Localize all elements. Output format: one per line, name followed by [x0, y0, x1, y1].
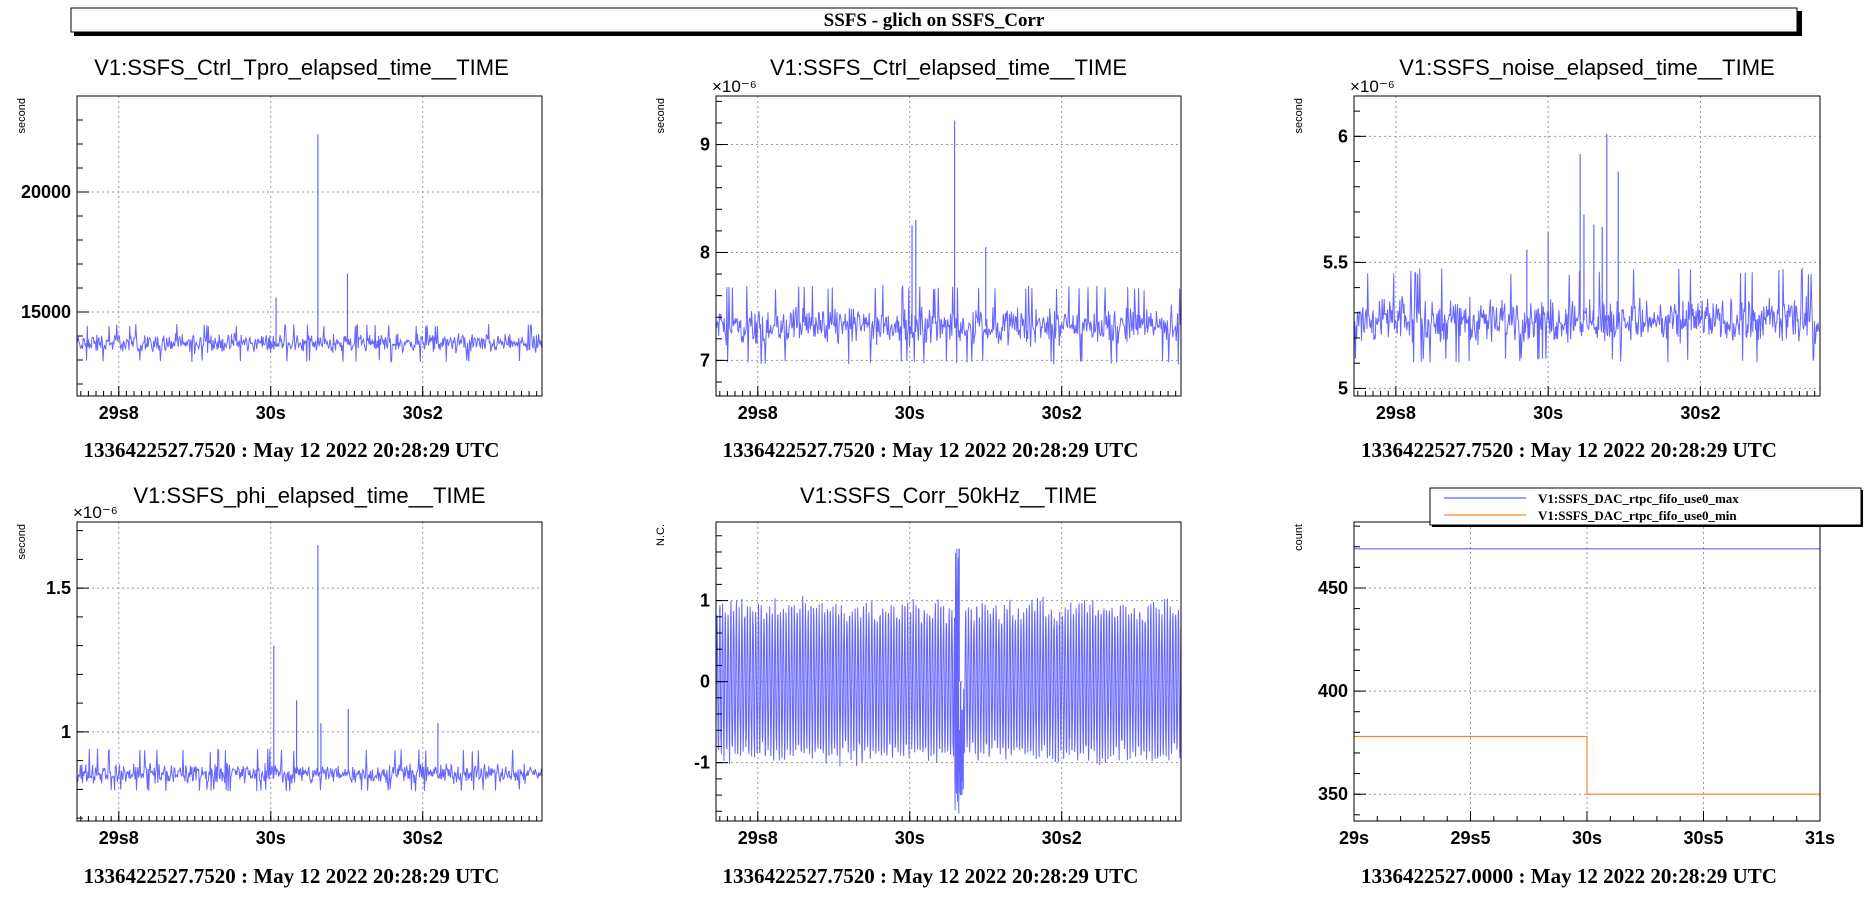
plot-frame	[715, 521, 1182, 822]
x-tick-label: 30s5	[1683, 828, 1723, 848]
timestamp-footer: 1336422527.0000 : May 12 2022 20:28:29 U…	[1361, 864, 1777, 888]
chart-panel-5: V1:SSFS_Corr_50kHz__TIME N.C. 29s8 30s 30s2 -…	[655, 483, 1182, 888]
y-tick-label: 6	[1338, 126, 1348, 146]
legend: V1:SSFS_DAC_rtpc_fifo_use0_max V1:SSFS_DA…	[1429, 487, 1863, 527]
y-tick-label: 1	[700, 591, 710, 611]
y-axis-label: second	[16, 524, 28, 559]
y-axis-label: N.C.	[655, 524, 667, 546]
x-tick-label: 30s2	[403, 828, 443, 848]
panels-group: V1:SSFS_Ctrl_Tpro_elapsed_time__TIMEseco…	[16, 55, 1863, 888]
y-tick-label: 0	[700, 672, 710, 692]
x-tick-label: 29s8	[99, 828, 139, 848]
x-tick-label: 29s	[1339, 828, 1369, 848]
trace-group	[77, 134, 542, 363]
trace-group	[716, 548, 1181, 814]
y-tick-label: 5	[1338, 378, 1348, 398]
chart-title: V1:SSFS_phi_elapsed_time__TIME	[133, 483, 485, 508]
chart-title: V1:SSFS_Corr_50kHz__TIME	[800, 483, 1097, 508]
timestamp-footer: 1336422527.7520 : May 12 2022 20:28:29 U…	[84, 438, 500, 462]
x-tick-label: 30s	[256, 403, 286, 423]
y-tick-label: 9	[700, 135, 710, 155]
series-line	[1354, 267, 1820, 363]
legend-entry-1: V1:SSFS_DAC_rtpc_fifo_use0_max	[1538, 491, 1739, 506]
x-tick-label: 31s	[1805, 828, 1835, 848]
y-axis-label: second	[655, 98, 667, 133]
x-tick-label: 29s8	[738, 828, 778, 848]
y-tick-label: 8	[700, 242, 710, 262]
plot-frame	[1353, 95, 1821, 397]
x-tick-label: 30s	[895, 828, 925, 848]
plot-frame	[715, 95, 1182, 397]
timestamp-footer: 1336422527.7520 : May 12 2022 20:28:29 U…	[84, 864, 500, 888]
x-tick-label: 30s2	[1042, 403, 1082, 423]
x-tick-label: 30s	[1533, 403, 1563, 423]
x-tick-label: 30s2	[403, 403, 443, 423]
y-tick-label: 450	[1318, 578, 1348, 598]
y-exponent-label: ×10⁻⁶	[73, 503, 118, 522]
series-line	[716, 285, 1181, 365]
y-axis-label: count	[1293, 524, 1305, 551]
y-tick-label: 15000	[21, 302, 71, 322]
x-tick-label: 29s8	[99, 403, 139, 423]
chart-panel-6: count 29s 29s5 30s 30s5 31s 350 400 450 133642252…	[1293, 487, 1863, 888]
y-axis-label: second	[1293, 98, 1305, 133]
chart-panel-1: V1:SSFS_Ctrl_Tpro_elapsed_time__TIMEseco…	[16, 55, 543, 462]
y-tick-label: 5.5	[1323, 252, 1348, 272]
y-tick-label: 350	[1318, 784, 1348, 804]
trace-group	[1354, 548, 1820, 795]
y-axis-label: second	[16, 98, 28, 133]
x-tick-label: 29s8	[738, 403, 778, 423]
chart-title: V1:SSFS_Ctrl_elapsed_time__TIME	[770, 55, 1127, 80]
trace-group	[1354, 133, 1820, 363]
chart-title: V1:SSFS_noise_elapsed_time__TIME	[1399, 55, 1774, 80]
chart-title: V1:SSFS_Ctrl_Tpro_elapsed_time__TIME	[94, 55, 509, 80]
series-line	[77, 748, 542, 792]
x-tick-label: 29s5	[1450, 828, 1490, 848]
legend-entry-2: V1:SSFS_DAC_rtpc_fifo_use0_min	[1538, 508, 1737, 523]
x-tick-label: 30s	[895, 403, 925, 423]
y-exponent-label: ×10⁻⁶	[712, 77, 757, 96]
y-tick-label: 7	[700, 350, 710, 370]
page-title: SSFS - glich on SSFS_Corr	[824, 10, 1045, 31]
y-tick-label: 20000	[21, 182, 71, 202]
series-line-2	[1354, 735, 1820, 795]
x-tick-label: 30s	[256, 828, 286, 848]
x-tick-label: 30s2	[1042, 828, 1082, 848]
trace-group	[716, 120, 1181, 365]
timestamp-footer: 1336422527.7520 : May 12 2022 20:28:29 U…	[723, 438, 1139, 462]
x-tick-label: 29s8	[1376, 403, 1416, 423]
plot-frame	[76, 521, 543, 822]
y-tick-label: 1.5	[46, 578, 71, 598]
y-tick-label: -1	[694, 753, 710, 773]
y-tick-label: 400	[1318, 681, 1348, 701]
page-title-box: SSFS - glich on SSFS_Corr	[70, 7, 1802, 36]
y-exponent-label: ×10⁻⁶	[1350, 77, 1395, 96]
trace-group	[77, 545, 542, 792]
series-line	[77, 323, 542, 363]
plot-frame	[76, 95, 543, 397]
series-line	[716, 548, 1181, 814]
x-tick-label: 30s2	[1680, 403, 1720, 423]
timestamp-footer: 1336422527.7520 : May 12 2022 20:28:29 U…	[1361, 438, 1777, 462]
timestamp-footer: 1336422527.7520 : May 12 2022 20:28:29 U…	[723, 864, 1139, 888]
x-tick-label: 30s	[1572, 828, 1602, 848]
y-tick-label: 1	[61, 722, 71, 742]
